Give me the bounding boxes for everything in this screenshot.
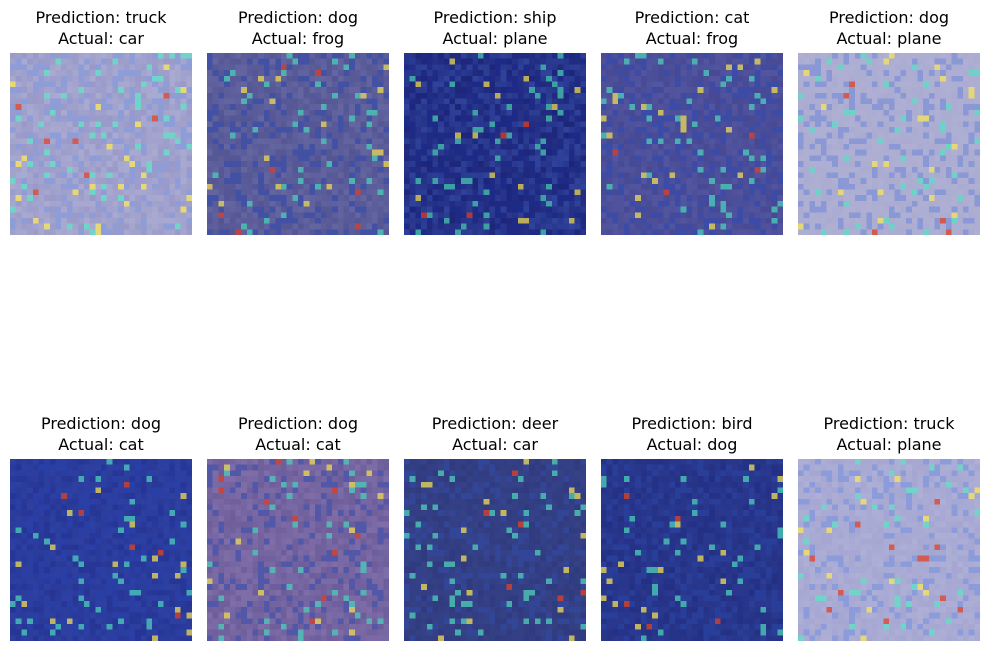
heatmap-svg: [207, 53, 389, 235]
panel-title: Prediction: dog Actual: cat: [187, 413, 409, 455]
prediction-label: Prediction: dog: [828, 8, 950, 27]
prediction-label: Prediction: truck: [35, 8, 167, 27]
heatmap-image: [10, 53, 192, 235]
heatmap-svg: [207, 459, 389, 641]
actual-label: Actual: dog: [646, 435, 738, 454]
actual-label: Actual: plane: [442, 29, 548, 48]
prediction-label: Prediction: ship: [433, 8, 557, 27]
panel-title: Prediction: dog Actual: plane: [778, 7, 990, 49]
prediction-label: Prediction: dog: [237, 414, 359, 433]
heatmap-image: [798, 459, 980, 641]
panel-title: Prediction: dog Actual: frog: [187, 7, 409, 49]
prediction-label: Prediction: bird: [631, 414, 753, 433]
actual-label: Actual: frog: [645, 29, 739, 48]
heatmap-image: [798, 53, 980, 235]
panel-title: Prediction: truck Actual: plane: [778, 413, 990, 455]
actual-label: Actual: plane: [836, 435, 942, 454]
actual-label: Actual: cat: [58, 435, 144, 454]
heatmap-image: [404, 459, 586, 641]
prediction-label: Prediction: cat: [634, 8, 750, 27]
actual-label: Actual: cat: [255, 435, 341, 454]
actual-label: Actual: car: [452, 435, 538, 454]
heatmap-svg: [10, 459, 192, 641]
actual-label: Actual: car: [58, 29, 144, 48]
heatmap-svg: [798, 53, 980, 235]
panel-title: Prediction: deer Actual: car: [384, 413, 606, 455]
heatmap-svg: [601, 53, 783, 235]
panel-title: Prediction: dog Actual: cat: [0, 413, 212, 455]
panel-title: Prediction: cat Actual: frog: [581, 7, 803, 49]
prediction-label: Prediction: dog: [237, 8, 359, 27]
panel-title: Prediction: bird Actual: dog: [581, 413, 803, 455]
prediction-label: Prediction: dog: [40, 414, 162, 433]
heatmap-svg: [404, 459, 586, 641]
heatmap-image: [404, 53, 586, 235]
heatmap-image: [207, 459, 389, 641]
heatmap-svg: [404, 53, 586, 235]
heatmap-image: [601, 459, 783, 641]
heatmap-image: [207, 53, 389, 235]
heatmap-svg: [798, 459, 980, 641]
actual-label: Actual: plane: [836, 29, 942, 48]
prediction-label: Prediction: deer: [431, 414, 559, 433]
heatmap-svg: [601, 459, 783, 641]
prediction-label: Prediction: truck: [823, 414, 955, 433]
heatmap-svg: [10, 53, 192, 235]
panel-title: Prediction: truck Actual: car: [0, 7, 212, 49]
heatmap-image: [10, 459, 192, 641]
heatmap-image: [601, 53, 783, 235]
actual-label: Actual: frog: [251, 29, 345, 48]
panel-title: Prediction: ship Actual: plane: [384, 7, 606, 49]
